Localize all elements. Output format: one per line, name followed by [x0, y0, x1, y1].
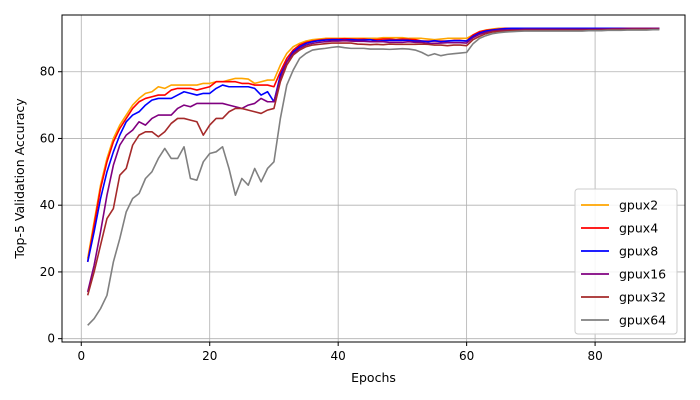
legend-label-gpux64: gpux64 [619, 313, 666, 328]
grid-lines [62, 15, 685, 342]
x-tick-label: 20 [202, 349, 217, 363]
legend-label-gpux16: gpux16 [619, 267, 666, 282]
plot-frame [61, 14, 686, 343]
legend: gpux2 gpux4 gpux8 gpux16 gpux32 gpux64 [574, 188, 678, 335]
legend-label-gpux8: gpux8 [619, 244, 658, 259]
y-tick-label: 20 [40, 265, 55, 279]
series-line-gpux64 [87, 28, 660, 326]
y-tick-label: 60 [40, 131, 55, 145]
legend-label-gpux4: gpux4 [619, 221, 658, 236]
legend-label-gpux2: gpux2 [619, 198, 658, 213]
series-line-gpux2 [86, 27, 660, 259]
y-tick-label: 0 [47, 332, 55, 346]
series-line-gpux4 [86, 27, 660, 263]
x-tick-label: 60 [459, 349, 474, 363]
axis-ticks: 0 20 40 60 80 0 20 40 60 80 [40, 65, 603, 363]
series-line-gpux32 [86, 28, 660, 296]
y-tick-label: 80 [40, 65, 55, 79]
x-tick-label: 0 [77, 349, 85, 363]
legend-label-gpux32: gpux32 [619, 290, 666, 305]
series-line-gpux8 [86, 27, 660, 263]
y-axis-label: Top-5 Validation Accuracy [12, 98, 27, 260]
x-axis-label: Epochs [351, 370, 396, 385]
series-line-gpux16 [86, 27, 660, 293]
x-tick-label: 40 [331, 349, 346, 363]
y-tick-label: 40 [40, 198, 55, 212]
x-tick-label: 80 [587, 349, 602, 363]
series-lines [86, 27, 660, 326]
